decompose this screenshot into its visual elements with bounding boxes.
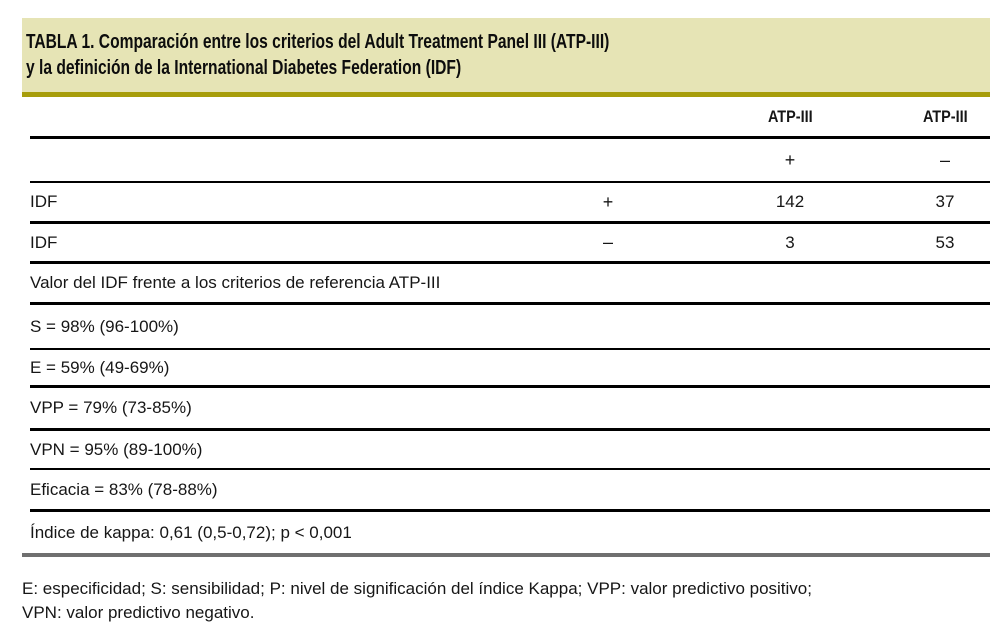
value-atp-plus: 142 bbox=[775, 192, 805, 211]
column-header-atp-minus: ATP-III bbox=[922, 106, 968, 126]
table-row-idf-positive: IDF + 142 37 bbox=[30, 183, 990, 224]
result-value: E = 59% (49-69%) bbox=[30, 357, 170, 377]
result-row-eficacia: Eficacia = 83% (78-88%) bbox=[30, 470, 990, 512]
row-label: IDF bbox=[30, 192, 58, 211]
table-header-row: ATP-III ATP-III bbox=[30, 97, 990, 139]
atp-minus-sign: – bbox=[939, 149, 950, 170]
table-bottom-rule bbox=[22, 553, 990, 557]
result-value: VPN = 95% (89-100%) bbox=[30, 439, 203, 459]
result-row-specificity: E = 59% (49-69%) bbox=[30, 350, 990, 388]
footnote-line-2: VPN: valor predictivo negativo. bbox=[22, 603, 255, 622]
result-row-sensitivity: S = 98% (96-100%) bbox=[30, 305, 990, 350]
results-heading: Valor del IDF frente a los criterios de … bbox=[30, 273, 441, 292]
title-underline-rule bbox=[22, 92, 990, 97]
row-label: IDF bbox=[30, 232, 58, 252]
value-atp-minus: 37 bbox=[935, 192, 955, 211]
footnote: E: especificidad; S: sensibilidad; P: ni… bbox=[22, 577, 982, 625]
result-value: VPP = 79% (73-85%) bbox=[30, 398, 192, 417]
atp-plus-sign: + bbox=[784, 149, 796, 170]
table-title-box: TABLA 1. Comparación entre los criterios… bbox=[22, 18, 990, 92]
value-atp-plus: 3 bbox=[785, 232, 795, 252]
footnote-line-1: E: especificidad; S: sensibilidad; P: ni… bbox=[22, 579, 812, 598]
data-table: ATP-III ATP-III + – IDF + 142 37 IDF – 3… bbox=[30, 97, 990, 553]
result-value: Eficacia = 83% (78-88%) bbox=[30, 479, 218, 499]
row-sign: + bbox=[602, 191, 614, 212]
result-row-vpp: VPP = 79% (73-85%) bbox=[30, 388, 990, 431]
table-row-idf-negative: IDF – 3 53 bbox=[30, 224, 990, 264]
row-sign: – bbox=[602, 232, 613, 252]
table-title-line-2: y la definición de la International Diab… bbox=[26, 57, 462, 79]
column-header-atp-plus: ATP-III bbox=[767, 106, 813, 126]
result-row-vpn: VPN = 95% (89-100%) bbox=[30, 431, 990, 470]
results-heading-row: Valor del IDF frente a los criterios de … bbox=[30, 264, 990, 305]
table-title-line-1: TABLA 1. Comparación entre los criterios… bbox=[26, 31, 610, 53]
result-value: S = 98% (96-100%) bbox=[30, 316, 179, 336]
result-row-kappa: Índice de kappa: 0,61 (0,5-0,72); p < 0,… bbox=[30, 512, 990, 553]
result-value: Índice de kappa: 0,61 (0,5-0,72); p < 0,… bbox=[30, 522, 352, 542]
sign-row: + – bbox=[30, 139, 990, 183]
value-atp-minus: 53 bbox=[935, 232, 955, 252]
